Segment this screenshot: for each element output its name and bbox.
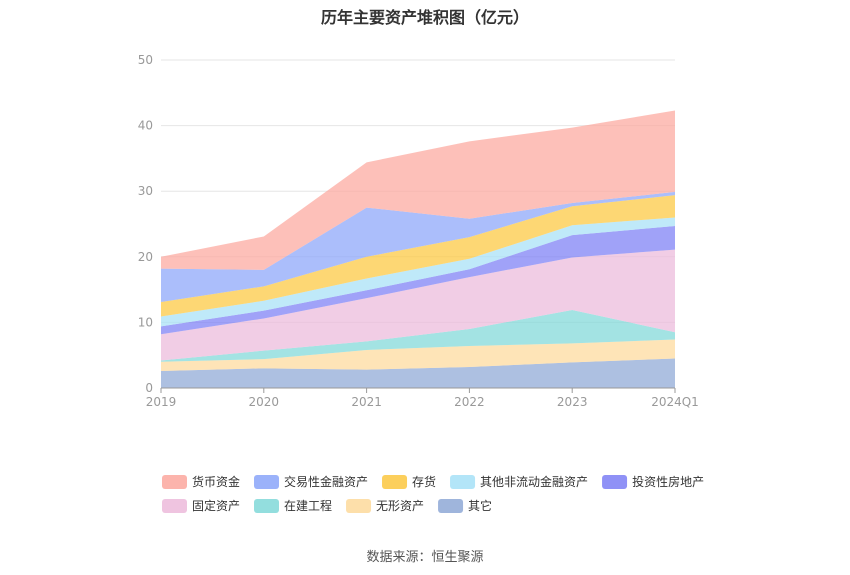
legend-item-6: 在建工程 [254, 498, 332, 513]
stacked-areas [161, 110, 675, 388]
area-series-5 [161, 217, 675, 327]
legend-item-0: 货币资金 [162, 474, 240, 489]
chart-title: 历年主要资产堆积图（亿元） [320, 8, 529, 27]
legend-swatch-0 [162, 475, 187, 489]
legend-label-2: 存货 [412, 474, 436, 489]
y-tick-label-30: 30 [138, 184, 153, 198]
legend-swatch-6 [254, 499, 280, 513]
legend-item-4: 投资性房地产 [602, 474, 704, 489]
axes: 0 10 20 30 40 50 2019 2020 2021 2022 2023 2024Q1 [138, 53, 699, 409]
legend-label-8: 其它 [468, 498, 492, 513]
legend-label-3: 其他非流动金融资产 [480, 474, 588, 489]
area-series-6 [161, 195, 675, 317]
legend-item-5: 固定资产 [162, 498, 240, 513]
legend-label-4: 投资性房地产 [632, 474, 704, 489]
legend-item-2: 存货 [382, 474, 436, 489]
legend-swatch-4 [602, 475, 628, 489]
legend-label-5: 固定资产 [192, 498, 240, 513]
y-tick-label-40: 40 [138, 119, 153, 133]
x-tick-label-0: 2019 [146, 395, 177, 409]
legend-swatch-5 [162, 499, 187, 513]
legend-item-7: 无形资产 [346, 499, 424, 513]
legend-swatch-1 [254, 475, 280, 489]
area-series-7 [161, 191, 675, 303]
area-series-1 [161, 339, 675, 371]
data-source-note: 数据来源：恒生聚源 [366, 550, 484, 565]
legend-label-0: 货币资金 [192, 474, 240, 489]
legend-label-1: 交易性金融资产 [284, 474, 368, 489]
legend-swatch-2 [382, 475, 408, 489]
x-tick-label-2: 2021 [351, 395, 382, 409]
y-tick-label-50: 50 [138, 53, 153, 67]
x-tick-label-3: 2022 [454, 395, 485, 409]
y-tick-label-10: 10 [138, 315, 153, 329]
area-series-4 [161, 225, 675, 335]
area-series-2 [161, 309, 675, 362]
legend-swatch-3 [450, 475, 476, 489]
legend-swatch-7 [346, 499, 372, 513]
legend-label-7: 无形资产 [376, 499, 424, 513]
x-tick-label-4: 2023 [557, 395, 588, 409]
legend-item-8: 其它 [438, 498, 492, 513]
legend-item-1: 交易性金融资产 [254, 474, 368, 489]
area-series-8 [161, 110, 675, 270]
legend-swatch-8 [438, 499, 464, 513]
area-series-0 [161, 358, 675, 388]
y-tick-label-0: 0 [145, 381, 153, 395]
area-series-3 [161, 249, 675, 361]
y-tick-label-20: 20 [138, 250, 153, 264]
legend-item-3: 其他非流动金融资产 [450, 474, 588, 489]
legend-label-6: 在建工程 [284, 498, 332, 513]
x-tick-label-5: 2024Q1 [651, 395, 699, 409]
x-tick-label-1: 2020 [249, 395, 280, 409]
